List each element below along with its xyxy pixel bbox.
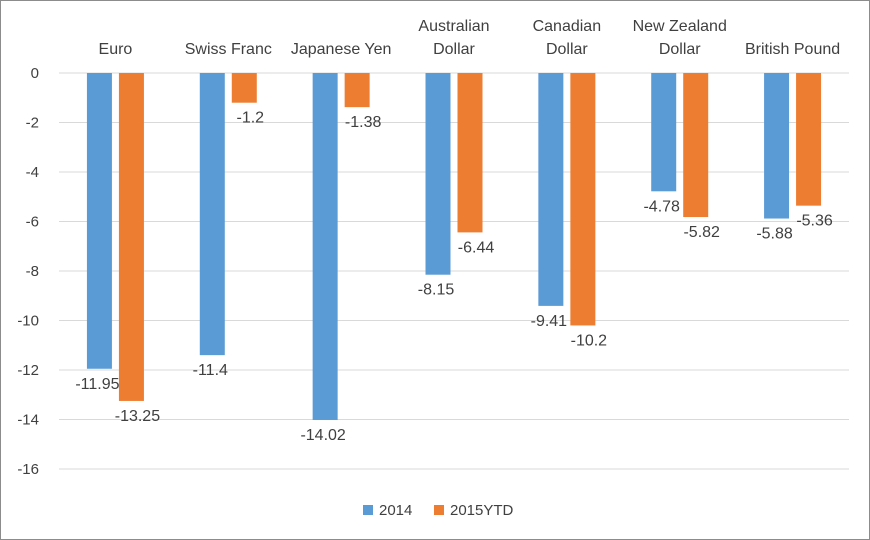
category-label-line: Swiss Franc [185,41,272,58]
category-label: Euro [99,41,133,58]
y-tick-label: -10 [17,313,39,330]
data-label: -5.82 [683,224,720,241]
data-label: -13.25 [115,408,160,425]
bar-2014 [651,73,677,192]
data-label: -4.78 [643,198,680,215]
bar-2014 [312,73,338,420]
legend-swatch-2014 [363,505,373,515]
bar-2014 [86,73,112,369]
bar-2015ytd [344,73,370,108]
y-tick-label: -8 [26,263,39,280]
category-labels: Euro Swiss Franc Japanese Yen Australian Dol… [99,18,841,58]
gridlines [59,72,849,470]
data-label: -9.41 [531,313,568,330]
legend: 2014 2015YTD [363,502,514,519]
bar-2015ytd [457,73,483,233]
y-tick-label: -16 [17,461,39,478]
bar-2015ytd [231,73,257,103]
data-label: -10.2 [571,332,608,349]
data-label: -8.15 [418,282,455,299]
category-label-line: Japanese Yen [291,41,392,58]
data-label: -1.2 [236,110,264,127]
bar-2014 [764,73,790,219]
data-label: -5.88 [756,226,793,243]
data-label: -14.02 [300,427,345,444]
category-label: British Pound [745,41,840,58]
legend-swatch-2015ytd [434,505,444,515]
y-axis-ticks: 0 -2 -4 -6 -8 -10 -12 -14 -16 [17,65,39,478]
bar-2015ytd [118,73,144,401]
category-label: Japanese Yen [291,41,392,58]
bar-2014 [425,73,451,275]
category-label: Australian Dollar [418,18,489,58]
y-tick-label: -6 [26,214,39,231]
category-label-line: Dollar [433,41,475,58]
data-labels: -11.95 -13.25 -11.4 -1.2 -14.02 -1.38 -8.15 -6.… [75,110,833,444]
data-label: -11.95 [75,376,119,393]
bar-2015ytd [796,73,822,206]
category-label: Swiss Franc [185,41,272,58]
data-label: -6.44 [458,239,495,256]
category-label-line: Dollar [546,41,588,58]
legend-label: 2014 [379,502,412,519]
category-label-line: Canadian [533,18,602,35]
category-label-line: Australian [418,18,489,35]
legend-label: 2015YTD [450,502,514,519]
y-tick-label: -14 [17,412,39,429]
bar-2014 [199,73,225,356]
category-label: New Zealand Dollar [633,18,727,58]
category-label-line: Dollar [659,41,701,58]
bar-2014 [538,73,564,306]
category-label-line: British Pound [745,41,840,58]
category-label-line: New Zealand [633,18,727,35]
bar-2015ytd [570,73,596,326]
y-tick-label: -12 [17,362,39,379]
data-label: -5.36 [796,213,833,230]
data-label: -11.4 [193,362,228,379]
y-tick-label: -4 [26,164,39,181]
bar-2015ytd [683,73,709,218]
category-label-line: Euro [99,41,133,58]
y-tick-label: -2 [26,115,39,132]
category-label: Canadian Dollar [533,18,602,58]
bars [86,73,822,420]
data-label: -1.38 [345,114,382,131]
y-tick-label: 0 [31,65,39,82]
